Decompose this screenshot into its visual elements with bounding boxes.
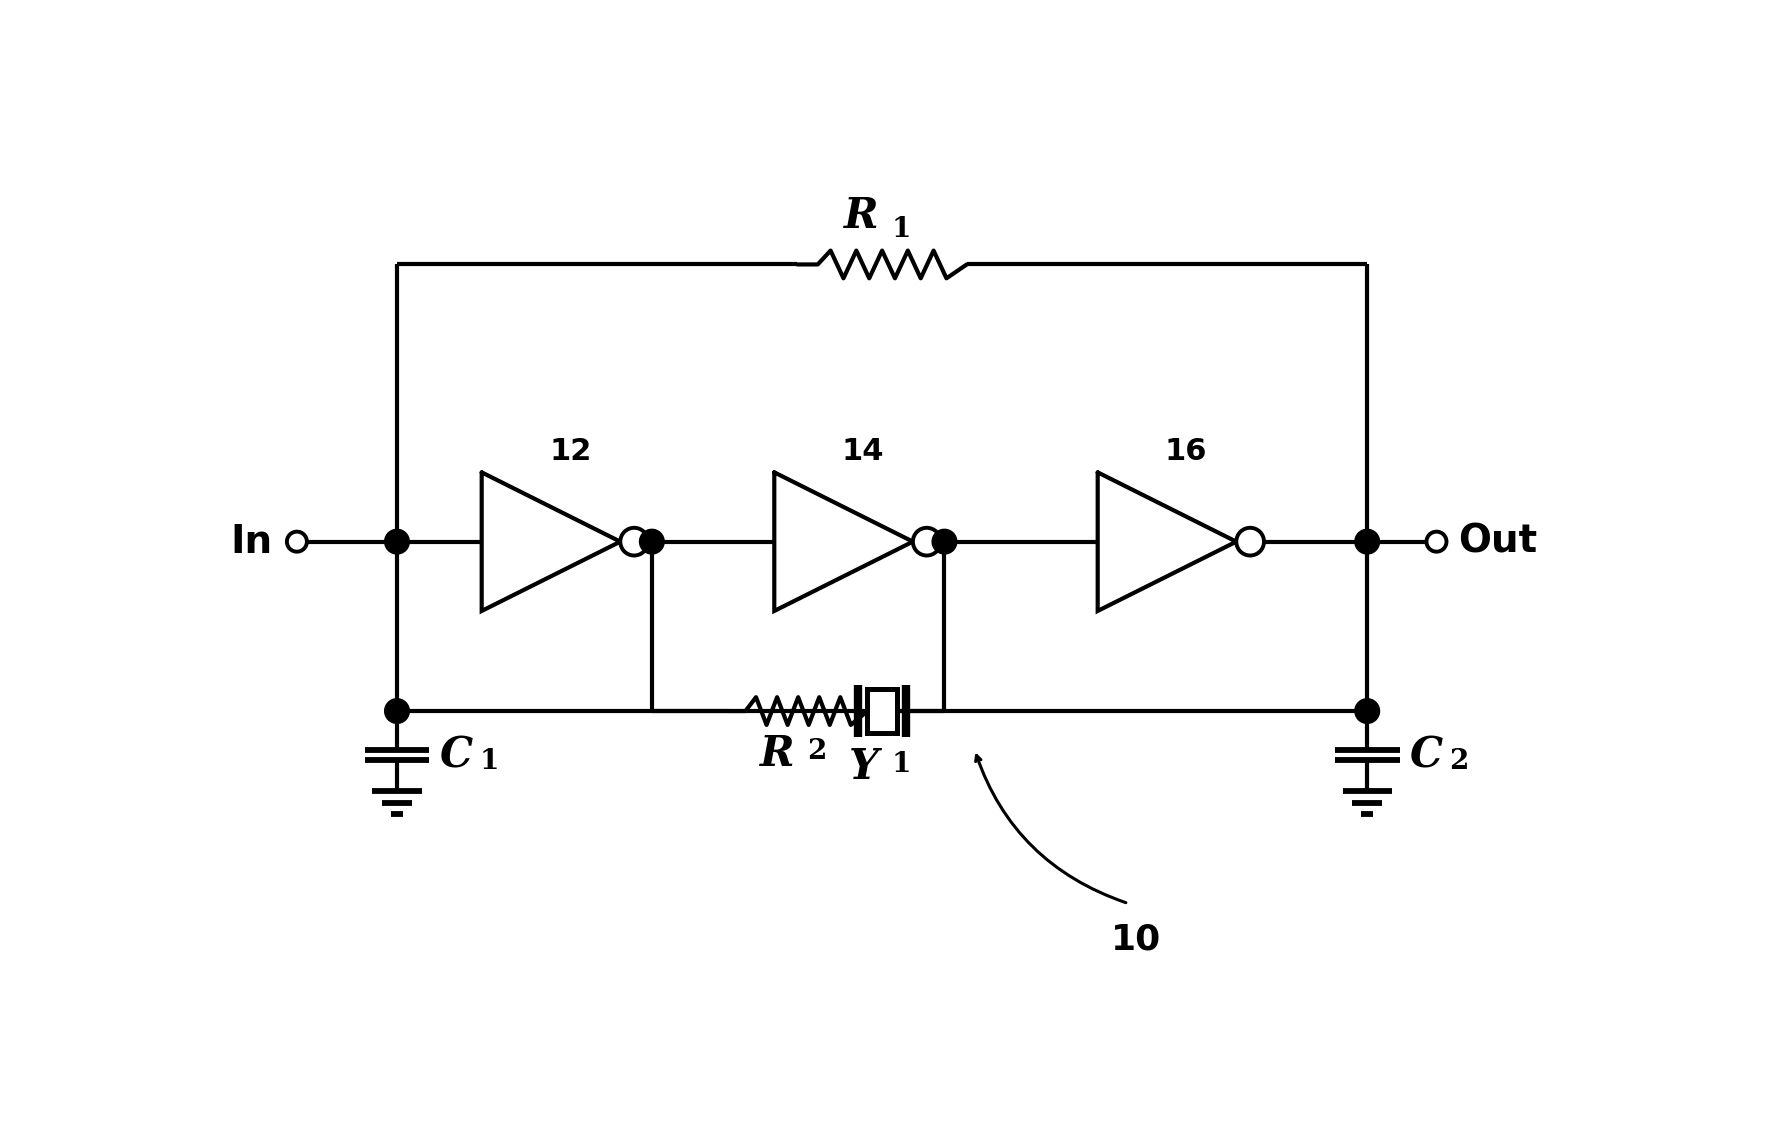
Text: 10: 10 [1110, 923, 1162, 957]
Text: In: In [230, 522, 273, 561]
Circle shape [287, 531, 307, 552]
Text: 2: 2 [1449, 748, 1469, 775]
Text: Y: Y [848, 745, 878, 788]
Circle shape [619, 528, 648, 555]
Text: 12: 12 [550, 437, 591, 466]
Text: 1: 1 [480, 748, 498, 775]
Circle shape [912, 528, 941, 555]
Circle shape [1237, 528, 1264, 555]
Circle shape [386, 529, 409, 554]
Text: 2: 2 [807, 739, 826, 765]
Text: 1: 1 [891, 216, 910, 243]
Text: 1: 1 [891, 751, 910, 779]
Circle shape [1426, 531, 1446, 552]
Text: 14: 14 [841, 437, 884, 466]
Circle shape [639, 529, 664, 554]
Text: R: R [844, 196, 878, 237]
Text: 16: 16 [1166, 437, 1207, 466]
Text: Out: Out [1458, 522, 1537, 561]
Text: C: C [1410, 735, 1442, 776]
Text: C: C [439, 735, 473, 776]
Circle shape [1355, 529, 1380, 554]
Text: R: R [760, 733, 794, 775]
Circle shape [932, 529, 957, 554]
Circle shape [386, 698, 409, 724]
Bar [868, 689, 896, 734]
Circle shape [1355, 698, 1380, 724]
